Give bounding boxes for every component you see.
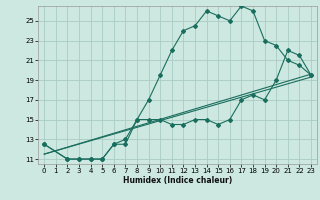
X-axis label: Humidex (Indice chaleur): Humidex (Indice chaleur) [123,176,232,185]
